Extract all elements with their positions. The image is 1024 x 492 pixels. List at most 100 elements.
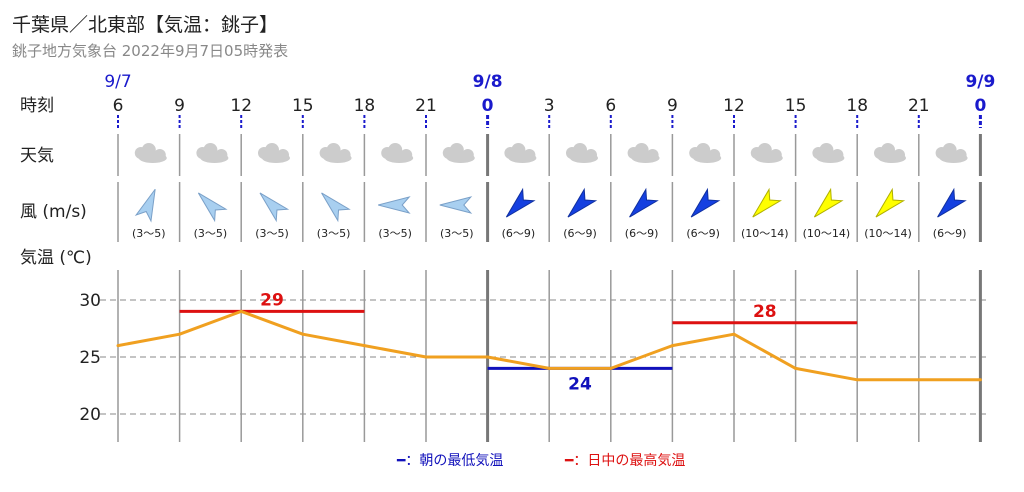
cloud-icon-part	[400, 149, 413, 161]
wind-speed-label: (3～5)	[255, 227, 289, 240]
hour-tick-label: 12	[723, 96, 745, 116]
wind-arrow-shape	[752, 187, 783, 218]
hour-tick-label: 12	[230, 96, 252, 116]
wind-arrow-icon	[439, 196, 473, 214]
hour-tick-label: 6	[113, 96, 124, 116]
wind-arrow-icon	[134, 188, 156, 223]
wind-speed-label: (6～9)	[563, 227, 597, 240]
wind-speed-label: (10～14)	[803, 227, 851, 240]
wind-speed-label: (10～14)	[864, 227, 912, 240]
temperature-point	[794, 366, 798, 370]
hour-tick-labels: 6 9 12 15 18 21 0 3 6 9 12 15 18 21 0	[113, 96, 987, 116]
cloud-icon-part	[215, 149, 228, 161]
cloud-icon	[196, 143, 229, 163]
hour-tick-label: 15	[785, 96, 807, 116]
wind-arrow-shape	[690, 187, 721, 218]
hour-tick-label: 0	[974, 96, 986, 116]
row-labels: 時刻 天気 風 (m/s) 気温 (℃)	[20, 96, 92, 268]
grid-lines	[100, 115, 990, 442]
wind-arrow-shape	[505, 187, 536, 218]
wind-arrow-icon	[937, 187, 967, 218]
issuer-subtitle: 銚子地方気象台 2022年9月7日05時発表	[12, 42, 289, 60]
cloud-icon	[504, 143, 537, 163]
y-axis-ticks: 20 25 30	[79, 291, 101, 425]
cloud-icon-part	[277, 149, 289, 161]
cloud-icon-part	[954, 149, 967, 161]
wind-row-label: 風 (m/s)	[20, 202, 87, 222]
max-temp-label: 28	[753, 302, 777, 322]
temperature-point	[362, 344, 366, 348]
wind-arrow-icon	[321, 192, 351, 223]
date-labels: 9/7 9/8 9/9	[104, 72, 995, 92]
wind-arrow-shape	[321, 192, 351, 223]
cloud-icon	[134, 143, 167, 163]
cloud-icon-part	[893, 149, 905, 161]
cloud-icon-part	[338, 149, 351, 161]
wind-speed-label: (3～5)	[132, 227, 166, 240]
wind-arrow-shape	[567, 187, 598, 218]
cloud-icon	[689, 143, 722, 163]
date-label: 9/7	[104, 72, 131, 92]
date-label: 9/8	[473, 72, 503, 92]
wind-arrow-icon	[629, 187, 659, 218]
wind-arrow-shape	[629, 187, 659, 218]
wind-speed-label: (3～5)	[440, 227, 474, 240]
cloud-icon	[627, 143, 660, 163]
wind-arrow-icon	[690, 187, 721, 218]
wind-speed-label: (10～14)	[741, 227, 789, 240]
cloud-icon	[381, 143, 414, 163]
wind-arrow-shape	[197, 192, 228, 223]
y-tick-label: 25	[79, 348, 101, 368]
hour-tick-label: 9	[174, 96, 185, 116]
temperature-point	[178, 332, 182, 336]
temperature-point	[917, 378, 921, 382]
date-label: 9/9	[965, 72, 995, 92]
page-title: 千葉県／北東部【気温：銚子】	[12, 14, 279, 36]
wind-arrow-shape	[875, 187, 906, 218]
temperature-point	[239, 309, 243, 313]
wind-speed-label: (3～5)	[317, 227, 351, 240]
cloud-icon	[812, 143, 845, 163]
cloud-icon	[874, 143, 906, 163]
wind-arrow-icon	[505, 187, 536, 218]
hour-tick-label: 6	[605, 96, 616, 116]
time-row-label: 時刻	[20, 96, 54, 116]
hour-tick-label: 9	[667, 96, 678, 116]
min-temp-label: 24	[568, 374, 592, 394]
legend: ━：朝の最低気温 ━：日中の最高気温	[396, 452, 685, 469]
cloud-icon-part	[585, 149, 597, 161]
cloud-icon	[750, 143, 783, 163]
legend-max: ━：日中の最高気温	[564, 452, 685, 469]
temperature-point	[486, 355, 490, 359]
hour-tick-label: 0	[482, 96, 494, 116]
temperature-point	[609, 366, 613, 370]
temperature-point	[424, 355, 428, 359]
wind-arrow-icon	[813, 187, 844, 218]
hour-tick-label: 15	[292, 96, 314, 116]
cloud-icon-part	[646, 149, 659, 161]
wind-speed-label: (6～9)	[625, 227, 659, 240]
cloud-icon	[319, 143, 352, 163]
wind-arrow-icon	[752, 187, 783, 218]
legend-min: ━：朝の最低気温	[396, 453, 503, 469]
wind-arrow-icon	[197, 192, 228, 223]
hour-tick-label: 3	[544, 96, 555, 116]
temperature-point	[978, 378, 982, 382]
wind-arrows: (3～5) (3～5) (3～5) (3～5) (3～5) (3～5) (6～9) (6～9)…	[132, 187, 967, 240]
wind-arrow-icon	[567, 187, 598, 218]
wind-speed-label: (3～5)	[378, 227, 412, 240]
max-temp-label: 29	[260, 290, 284, 310]
hour-tick-label: 18	[354, 96, 376, 116]
cloud-icon-part	[523, 149, 536, 161]
min-max-lines: 24 29 28	[179, 290, 858, 394]
cloud-icon-part	[708, 149, 721, 161]
temperature-point	[116, 344, 120, 348]
wind-arrow-shape	[378, 196, 411, 214]
temperature-point	[547, 366, 551, 370]
temperature-series	[116, 309, 982, 382]
cloud-icon	[935, 143, 968, 163]
y-tick-label: 20	[79, 405, 101, 425]
wind-arrow-shape	[439, 196, 473, 214]
wind-speed-label: (3～5)	[194, 227, 228, 240]
